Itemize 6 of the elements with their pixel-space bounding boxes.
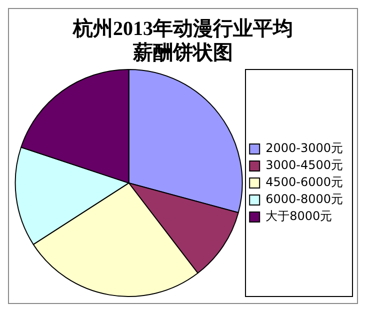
legend-label: 3000-4500元 (266, 158, 344, 172)
legend-label: 4500-6000元 (266, 175, 344, 190)
chart-title: 杭州2013年动漫行业平均薪酬饼状图 (72, 17, 294, 65)
legend-label: 2000-3000元 (266, 141, 344, 156)
legend-label: 大于8000元 (266, 209, 332, 224)
legend-label: 6000-8000元 (266, 192, 344, 206)
